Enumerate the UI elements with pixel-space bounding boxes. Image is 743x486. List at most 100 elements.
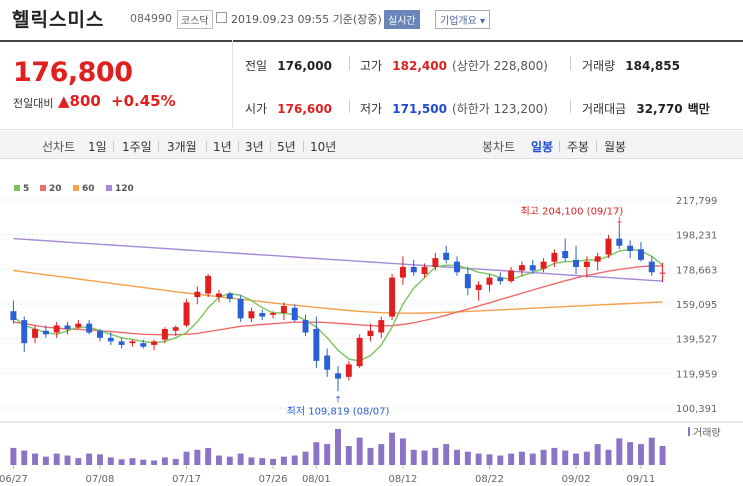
- candle-body: [443, 252, 450, 260]
- tab-1d[interactable]: 1일: [88, 140, 107, 154]
- x-tick-label: 09/02: [562, 474, 591, 485]
- high-price: 고가 182,400 (상한가 228,800): [360, 55, 548, 74]
- volume-bar: [454, 449, 460, 465]
- y-axis: 217,799 198,231 178,663 159,095 139,527 119,9…: [676, 196, 717, 415]
- low-value: 171,500: [392, 102, 447, 116]
- volume-bar: [627, 442, 634, 465]
- volume-bar: [129, 458, 136, 465]
- tab-1y[interactable]: 1년: [213, 140, 232, 154]
- candle-body: [96, 330, 103, 338]
- volume: 거래량 184,855: [582, 55, 680, 74]
- volume-bar: [96, 454, 103, 465]
- candle-body: [118, 341, 125, 345]
- prev-close: 전일 176,000: [245, 55, 332, 74]
- candle-body: [259, 313, 266, 317]
- volume-bar: [42, 456, 49, 465]
- candle-body: [205, 275, 212, 294]
- volume-bar: [508, 453, 515, 465]
- tab-monthly[interactable]: 월봉: [604, 140, 627, 154]
- tab-5y[interactable]: 5년: [277, 140, 296, 154]
- candle-body: [151, 341, 158, 345]
- candle-body: [335, 373, 341, 379]
- candle-body: [129, 341, 136, 344]
- realtime-button[interactable]: 실시간: [384, 10, 420, 29]
- divider: [113, 141, 114, 152]
- candle-body: [53, 325, 60, 333]
- candle-body: [518, 265, 525, 271]
- volume-bar: [432, 447, 439, 465]
- candle-body: [172, 327, 179, 331]
- volume-bar: [270, 458, 277, 465]
- up-arrow-icon: ▲: [58, 92, 70, 110]
- divider: [238, 141, 239, 152]
- volume-bar: [248, 457, 255, 465]
- volume-bar: [551, 447, 558, 465]
- x-tick-label: 07/26: [259, 474, 288, 485]
- volume-bar: [21, 450, 28, 465]
- divider: [232, 40, 233, 130]
- candle-body: [551, 252, 558, 262]
- volume-bar: [53, 453, 60, 465]
- volume-bar: [291, 455, 298, 465]
- volume-bar: [399, 438, 406, 465]
- candle-body: [562, 251, 569, 259]
- volume-bar: [594, 444, 601, 465]
- volume-bar: [616, 438, 623, 465]
- candle-body: [464, 274, 471, 289]
- divider: [570, 56, 571, 70]
- candle-body: [324, 355, 331, 370]
- volume-bar: [280, 456, 287, 465]
- tab-weekly[interactable]: 주봉: [567, 140, 590, 154]
- y-tick-label: 178,663: [676, 265, 717, 276]
- y-tick-label: 100,391: [676, 404, 717, 415]
- candle-body: [616, 238, 623, 246]
- volume-bar: [216, 455, 222, 465]
- tab-10y[interactable]: 10년: [310, 140, 337, 154]
- candle-body: [291, 307, 298, 321]
- candle-body: [583, 261, 590, 267]
- legend-swatch: [106, 185, 112, 191]
- volume-bar: [205, 447, 212, 465]
- volume-bar: [605, 449, 612, 465]
- candle-body: [648, 261, 655, 273]
- volume-bar: [107, 457, 114, 465]
- candlestick-chart: 5 20 60 120 217,799 198,231 178,663 159,095 139…: [0, 184, 743, 485]
- upper-limit: (상한가 228,800): [452, 59, 548, 73]
- ma20-line: [13, 265, 663, 336]
- volume-bar: [562, 450, 569, 465]
- company-info-button[interactable]: 기업개요 ▾: [435, 10, 491, 29]
- low-label: 저가: [360, 102, 383, 116]
- volume-bar: [335, 428, 341, 465]
- x-axis: 06/27 07/08 07/17 07/26 08/01 08/12 08/22 09/02…: [0, 465, 655, 485]
- volume-label: 거래량: [693, 427, 721, 439]
- tab-daily[interactable]: 일봉: [531, 140, 554, 154]
- candle-body: [42, 330, 49, 335]
- candle-body: [605, 238, 612, 255]
- tab-3y[interactable]: 3년: [245, 140, 264, 154]
- volume-bar: [10, 447, 17, 465]
- candle-body: [194, 291, 201, 298]
- calendar-icon: [216, 12, 227, 23]
- candle-body: [183, 302, 190, 326]
- min-label: 최저 109,819 (08/07): [287, 405, 390, 417]
- trade-amount-label: 거래대금: [582, 102, 627, 116]
- candle-body: [378, 320, 385, 333]
- candle-body: [508, 270, 515, 282]
- legend-swatch: [73, 185, 79, 191]
- volume-bar: [540, 449, 547, 465]
- volume-bar: [518, 451, 525, 465]
- volume-bar: [86, 453, 93, 465]
- x-tick-label: 06/27: [0, 474, 28, 485]
- legend-label: 120: [115, 184, 134, 194]
- tab-3m[interactable]: 3개월: [167, 140, 197, 154]
- volume-bar: [302, 451, 309, 465]
- price-change: ▲800: [58, 92, 101, 110]
- chart-grid: [0, 199, 743, 423]
- stock-code: 084990: [130, 12, 172, 25]
- volume-bar: [443, 444, 450, 465]
- candle-body: [529, 265, 536, 271]
- candle-body: [161, 328, 168, 340]
- volume-bar: [389, 432, 396, 465]
- volume-bar: [32, 453, 39, 465]
- tab-1w[interactable]: 1주일: [122, 140, 152, 154]
